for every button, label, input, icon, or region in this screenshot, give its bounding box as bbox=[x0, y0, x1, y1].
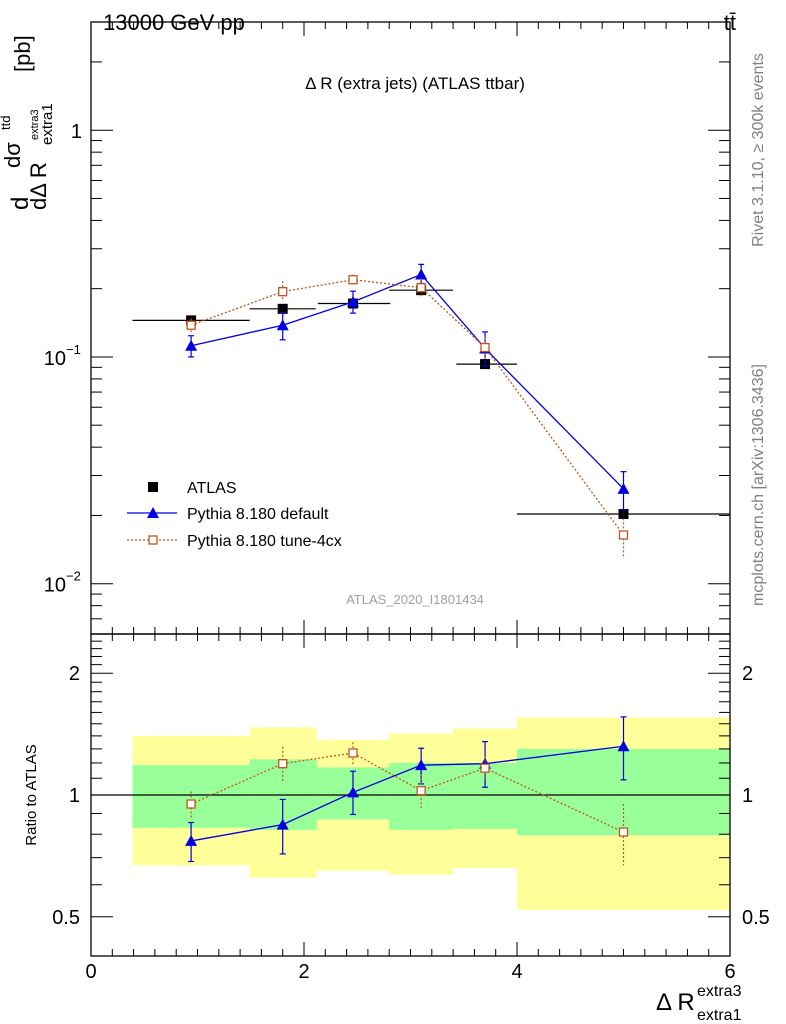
ylabel-den-sup: extra3 bbox=[29, 109, 41, 140]
main-series-1-point bbox=[617, 482, 630, 494]
ratio-series-1-point bbox=[480, 763, 490, 773]
main-series-0-point bbox=[618, 508, 629, 519]
xlabel-sub: extra1 bbox=[697, 1007, 742, 1024]
mcplots-label: mcplots.cern.ch [arXiv:1306.3436] bbox=[750, 364, 767, 606]
y-tick-label-exp: −1 bbox=[66, 342, 81, 357]
ratio-y-tick-label: 1 bbox=[69, 785, 80, 807]
main-title: Δ R (extra jets) (ATLAS ttbar) bbox=[305, 74, 525, 93]
ylabel-dsigma: dσ bbox=[0, 142, 25, 168]
main-series-1-point bbox=[415, 268, 428, 280]
ylabel-den-sub: extra1 bbox=[39, 103, 56, 145]
x-axis-label: Δ R extra3 extra1 bbox=[656, 983, 742, 1024]
ratio-series-0-point bbox=[185, 834, 198, 846]
ratio-series-0-point bbox=[276, 818, 289, 830]
legend-label-0: ATLAS bbox=[187, 480, 237, 497]
ratio-series-1-point bbox=[278, 759, 288, 769]
ratio-series-1-point bbox=[618, 827, 629, 837]
main-series-2-point bbox=[186, 320, 196, 330]
ylabel-den: dΔ R bbox=[26, 162, 51, 210]
main-series-1-point bbox=[346, 295, 359, 307]
ratio-series-1-point bbox=[416, 786, 426, 796]
x-tick-label: 6 bbox=[724, 961, 735, 983]
ratio-series-1-point bbox=[186, 799, 196, 809]
main-series-0-point bbox=[277, 303, 288, 314]
legend-label-2: Pythia 8.180 tune-4cx bbox=[187, 533, 342, 550]
x-tick-label: 4 bbox=[511, 961, 522, 983]
ratio-y-tick-label: 0.5 bbox=[52, 907, 80, 929]
main-series-1-point bbox=[276, 319, 289, 331]
main-series-1-line bbox=[190, 273, 624, 490]
ratio-y-tick-label: 2 bbox=[69, 663, 80, 685]
x-tick-label: 2 bbox=[298, 961, 309, 983]
legend-marker-1 bbox=[147, 507, 159, 518]
legend-label-1: Pythia 8.180 default bbox=[187, 506, 329, 523]
y-tick-label: 10 bbox=[44, 348, 66, 370]
ylabel-unit: [pb] bbox=[10, 35, 35, 72]
main-series-0-point bbox=[186, 315, 197, 326]
main-series-2-point bbox=[348, 275, 358, 285]
xlabel-main: Δ R bbox=[656, 989, 695, 1016]
ratio-y-label: Ratio to ATLAS bbox=[23, 744, 40, 845]
ylabel-sigma-sup: ttd bbox=[0, 116, 13, 130]
main-series-2-line bbox=[190, 279, 625, 536]
main-y-axis-label: d dσ ttd dΔ R extra1 extra3 [pb] bbox=[0, 35, 56, 210]
ylabel-d: d bbox=[7, 197, 34, 210]
legend-marker-0 bbox=[148, 482, 158, 492]
main-panel: Δ R (extra jets) (ATLAS ttbar) ATLAS_202… bbox=[127, 74, 730, 607]
main-series-2-point bbox=[278, 287, 288, 297]
ratio-series-0-point bbox=[346, 786, 359, 798]
x-tick-label: 0 bbox=[85, 961, 96, 983]
watermark: ATLAS_2020_I1801434 bbox=[346, 592, 484, 607]
xlabel-sup: extra3 bbox=[697, 983, 742, 1000]
ratio-series-0-point bbox=[617, 740, 630, 752]
ratio-y-tick-label-right: 0.5 bbox=[742, 907, 770, 929]
legend-marker-2 bbox=[148, 535, 158, 545]
ratio-series-0-line bbox=[190, 745, 624, 842]
y-tick-label: 1 bbox=[71, 121, 82, 143]
ratio-panel bbox=[91, 716, 730, 910]
main-series-2-point bbox=[618, 530, 629, 540]
ratio-series-1-point bbox=[348, 748, 358, 758]
ratio-y-tick-label-right: 2 bbox=[742, 663, 753, 685]
main-series-2-point bbox=[416, 283, 426, 293]
y-tick-label-exp: −2 bbox=[66, 569, 81, 584]
ratio-series-0-point bbox=[415, 759, 428, 771]
main-series-2-point bbox=[480, 342, 490, 353]
y-tick-label: 10 bbox=[44, 575, 66, 597]
rivet-label: Rivet 3.1.10, ≥ 300k events bbox=[750, 53, 767, 247]
ratio-y-tick-label-right: 1 bbox=[742, 785, 753, 807]
main-series-1-point bbox=[185, 339, 198, 351]
